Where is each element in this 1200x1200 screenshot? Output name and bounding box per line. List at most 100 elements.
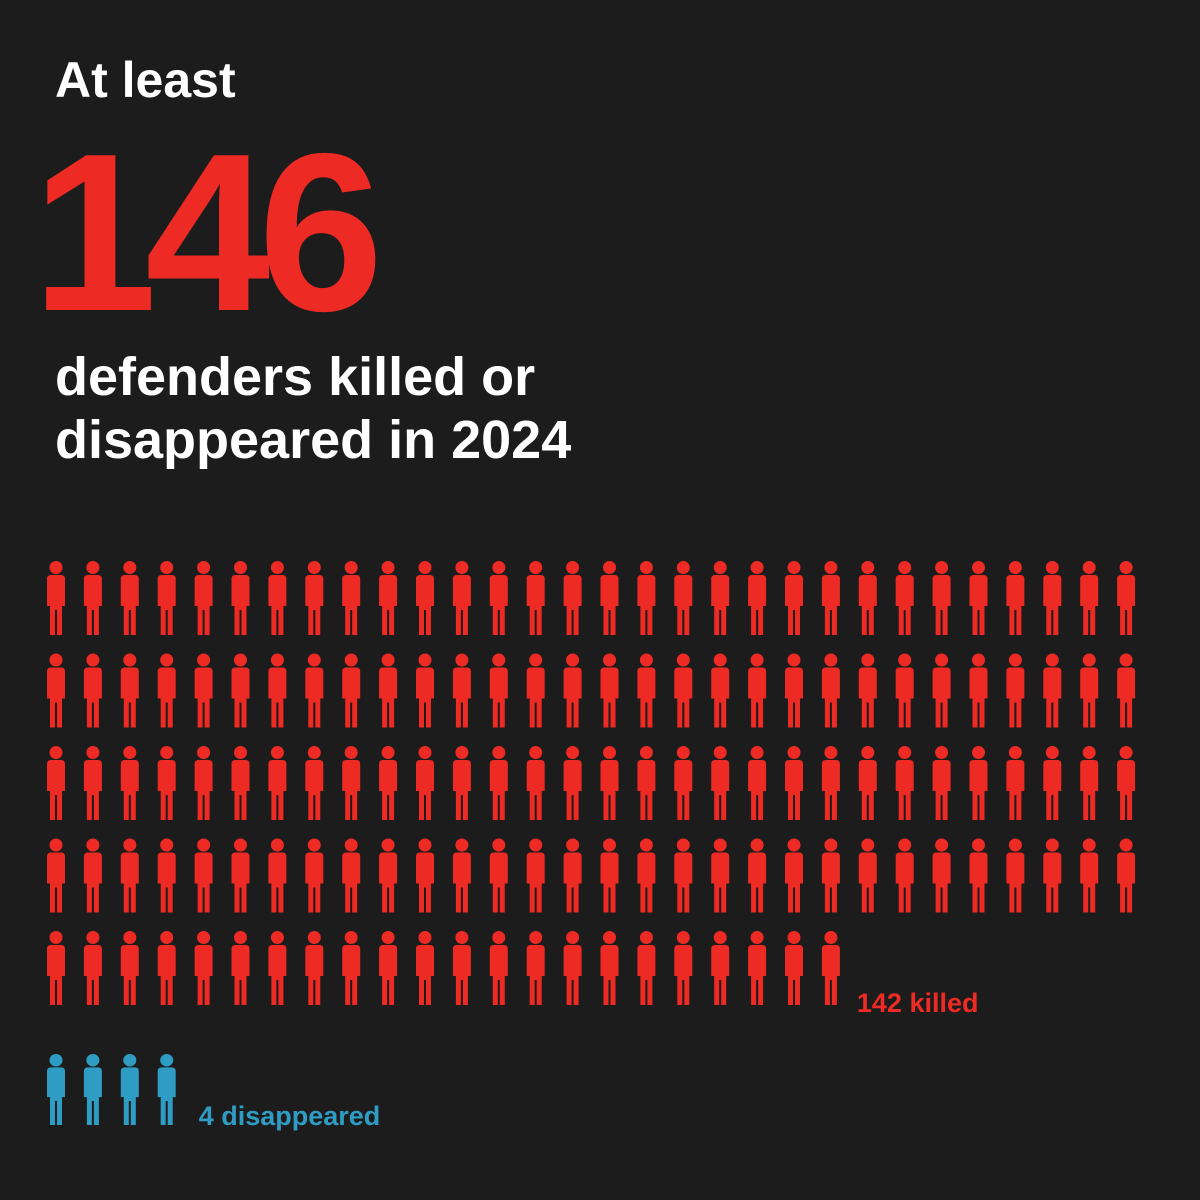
person-icon bbox=[47, 1053, 65, 1125]
person-icon bbox=[600, 746, 619, 820]
person-icon bbox=[231, 931, 250, 1005]
person-icon bbox=[1080, 653, 1099, 728]
person-icon bbox=[526, 561, 545, 635]
person-icon bbox=[379, 653, 398, 728]
person-icon bbox=[600, 653, 619, 728]
person-icon bbox=[452, 931, 471, 1005]
person-icon bbox=[489, 931, 508, 1005]
person-icon bbox=[563, 931, 582, 1005]
person-icon bbox=[526, 838, 545, 913]
person-icon bbox=[342, 931, 361, 1005]
person-icon bbox=[231, 653, 250, 728]
person-icon bbox=[821, 931, 840, 1005]
person-icon bbox=[1043, 746, 1062, 820]
person-icon bbox=[858, 653, 877, 728]
person-icon bbox=[748, 561, 767, 635]
person-icon bbox=[748, 838, 767, 913]
person-icon bbox=[711, 931, 730, 1005]
person-icon bbox=[969, 653, 988, 728]
person-icon bbox=[637, 931, 656, 1005]
person-icon bbox=[379, 561, 398, 635]
person-icon bbox=[452, 838, 471, 913]
person-icon bbox=[452, 746, 471, 820]
person-icon bbox=[711, 561, 730, 635]
person-icon bbox=[47, 746, 65, 820]
person-icon bbox=[526, 746, 545, 820]
person-icon bbox=[600, 561, 619, 635]
person-icon bbox=[342, 838, 361, 913]
person-icon bbox=[120, 1053, 139, 1125]
person-icon bbox=[489, 653, 508, 728]
person-icon bbox=[932, 653, 951, 728]
person-icon bbox=[1006, 838, 1025, 913]
person-icon bbox=[526, 653, 545, 728]
person-icon bbox=[379, 746, 398, 820]
value-label: 142 killed bbox=[857, 988, 979, 1018]
person-icon bbox=[711, 746, 730, 820]
person-icon bbox=[1117, 838, 1136, 913]
person-icon bbox=[120, 561, 139, 635]
person-icon bbox=[748, 653, 767, 728]
person-icon bbox=[268, 838, 287, 913]
person-icon bbox=[305, 931, 324, 1005]
person-icon bbox=[711, 653, 730, 728]
person-icon bbox=[452, 561, 471, 635]
person-icon bbox=[342, 653, 361, 728]
person-icon bbox=[748, 931, 767, 1005]
person-icon bbox=[120, 653, 139, 728]
person-icon bbox=[305, 653, 324, 728]
person-icon bbox=[416, 561, 434, 635]
lead-text: At least bbox=[55, 52, 236, 108]
person-icon bbox=[932, 838, 951, 913]
person-icon bbox=[83, 653, 102, 728]
person-icon bbox=[563, 653, 582, 728]
person-icon bbox=[157, 746, 176, 820]
person-icon bbox=[379, 931, 398, 1005]
person-icon bbox=[785, 746, 803, 820]
person-icon bbox=[563, 838, 582, 913]
person-icon bbox=[268, 653, 287, 728]
person-icon bbox=[895, 653, 914, 728]
subtitle-line: defenders killed or bbox=[55, 347, 535, 407]
person-icon bbox=[600, 931, 619, 1005]
person-icon bbox=[711, 838, 730, 913]
person-icon bbox=[231, 746, 250, 820]
person-icon bbox=[489, 838, 508, 913]
person-icon bbox=[637, 746, 656, 820]
person-icon bbox=[489, 746, 508, 820]
person-icon bbox=[969, 561, 988, 635]
person-icon bbox=[120, 838, 139, 913]
person-icon bbox=[305, 561, 324, 635]
person-icon bbox=[674, 561, 693, 635]
person-icon bbox=[969, 746, 988, 820]
person-icon bbox=[416, 931, 434, 1005]
person-icon bbox=[231, 561, 250, 635]
subtitle-line: disappeared in 2024 bbox=[55, 410, 571, 470]
person-icon bbox=[342, 746, 361, 820]
person-icon bbox=[674, 653, 693, 728]
value-label: 4 disappeared bbox=[199, 1101, 381, 1131]
person-icon bbox=[821, 561, 840, 635]
person-icon bbox=[1043, 561, 1062, 635]
person-icon bbox=[268, 746, 287, 820]
person-icon bbox=[47, 653, 65, 728]
person-icon bbox=[157, 838, 176, 913]
person-icon bbox=[83, 1053, 102, 1125]
person-icon bbox=[489, 561, 508, 635]
person-icon bbox=[231, 838, 250, 913]
person-icon bbox=[674, 746, 693, 820]
person-icon bbox=[120, 746, 139, 820]
person-icon bbox=[305, 838, 324, 913]
person-icon bbox=[895, 561, 914, 635]
person-icon bbox=[452, 653, 471, 728]
person-icon bbox=[83, 931, 102, 1005]
person-icon bbox=[932, 746, 951, 820]
person-icon bbox=[1117, 653, 1136, 728]
person-icon bbox=[47, 838, 65, 913]
person-icon bbox=[1080, 838, 1099, 913]
person-icon bbox=[932, 561, 951, 635]
person-icon bbox=[194, 931, 213, 1005]
person-icon bbox=[416, 838, 434, 913]
person-icon bbox=[194, 561, 213, 635]
